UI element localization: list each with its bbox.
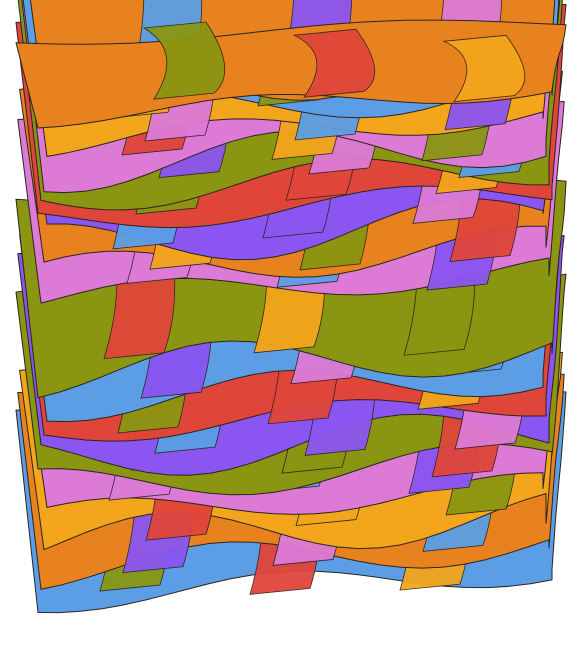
surface-layer	[15, 19, 567, 129]
surface-color-band	[442, 34, 526, 103]
surface-color-band	[142, 21, 226, 100]
surface-color-band	[292, 28, 376, 98]
surface-sheet	[15, 19, 567, 129]
